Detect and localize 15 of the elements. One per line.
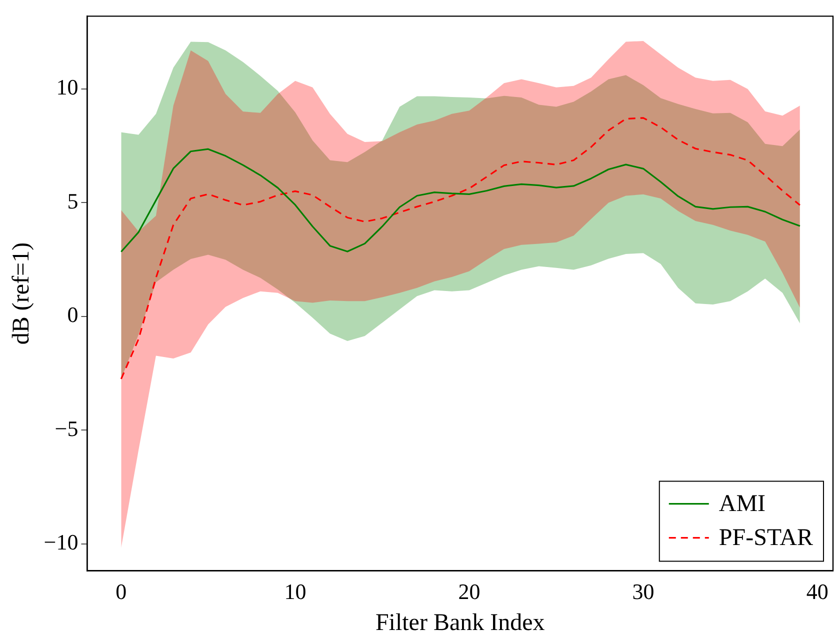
x-axis-title: Filter Bank Index (375, 610, 545, 636)
y-tick-label: −10 (44, 530, 78, 555)
legend-label: AMI (718, 491, 766, 518)
x-tick-label: 0 (116, 578, 127, 604)
x-tick-label: 10 (284, 578, 306, 604)
x-tick-label: 20 (458, 578, 480, 604)
y-tick-label: 5 (67, 188, 78, 214)
y-tick-label: 10 (56, 74, 78, 100)
x-tick-label: 40 (806, 578, 828, 604)
y-axis-title: dB (ref=1) (8, 242, 35, 345)
x-tick-label: 30 (632, 578, 654, 604)
legend-label: PF-STAR (718, 525, 814, 552)
y-tick-label: 0 (67, 302, 78, 328)
y-tick-label: −5 (54, 416, 78, 441)
line-series (120, 117, 801, 380)
